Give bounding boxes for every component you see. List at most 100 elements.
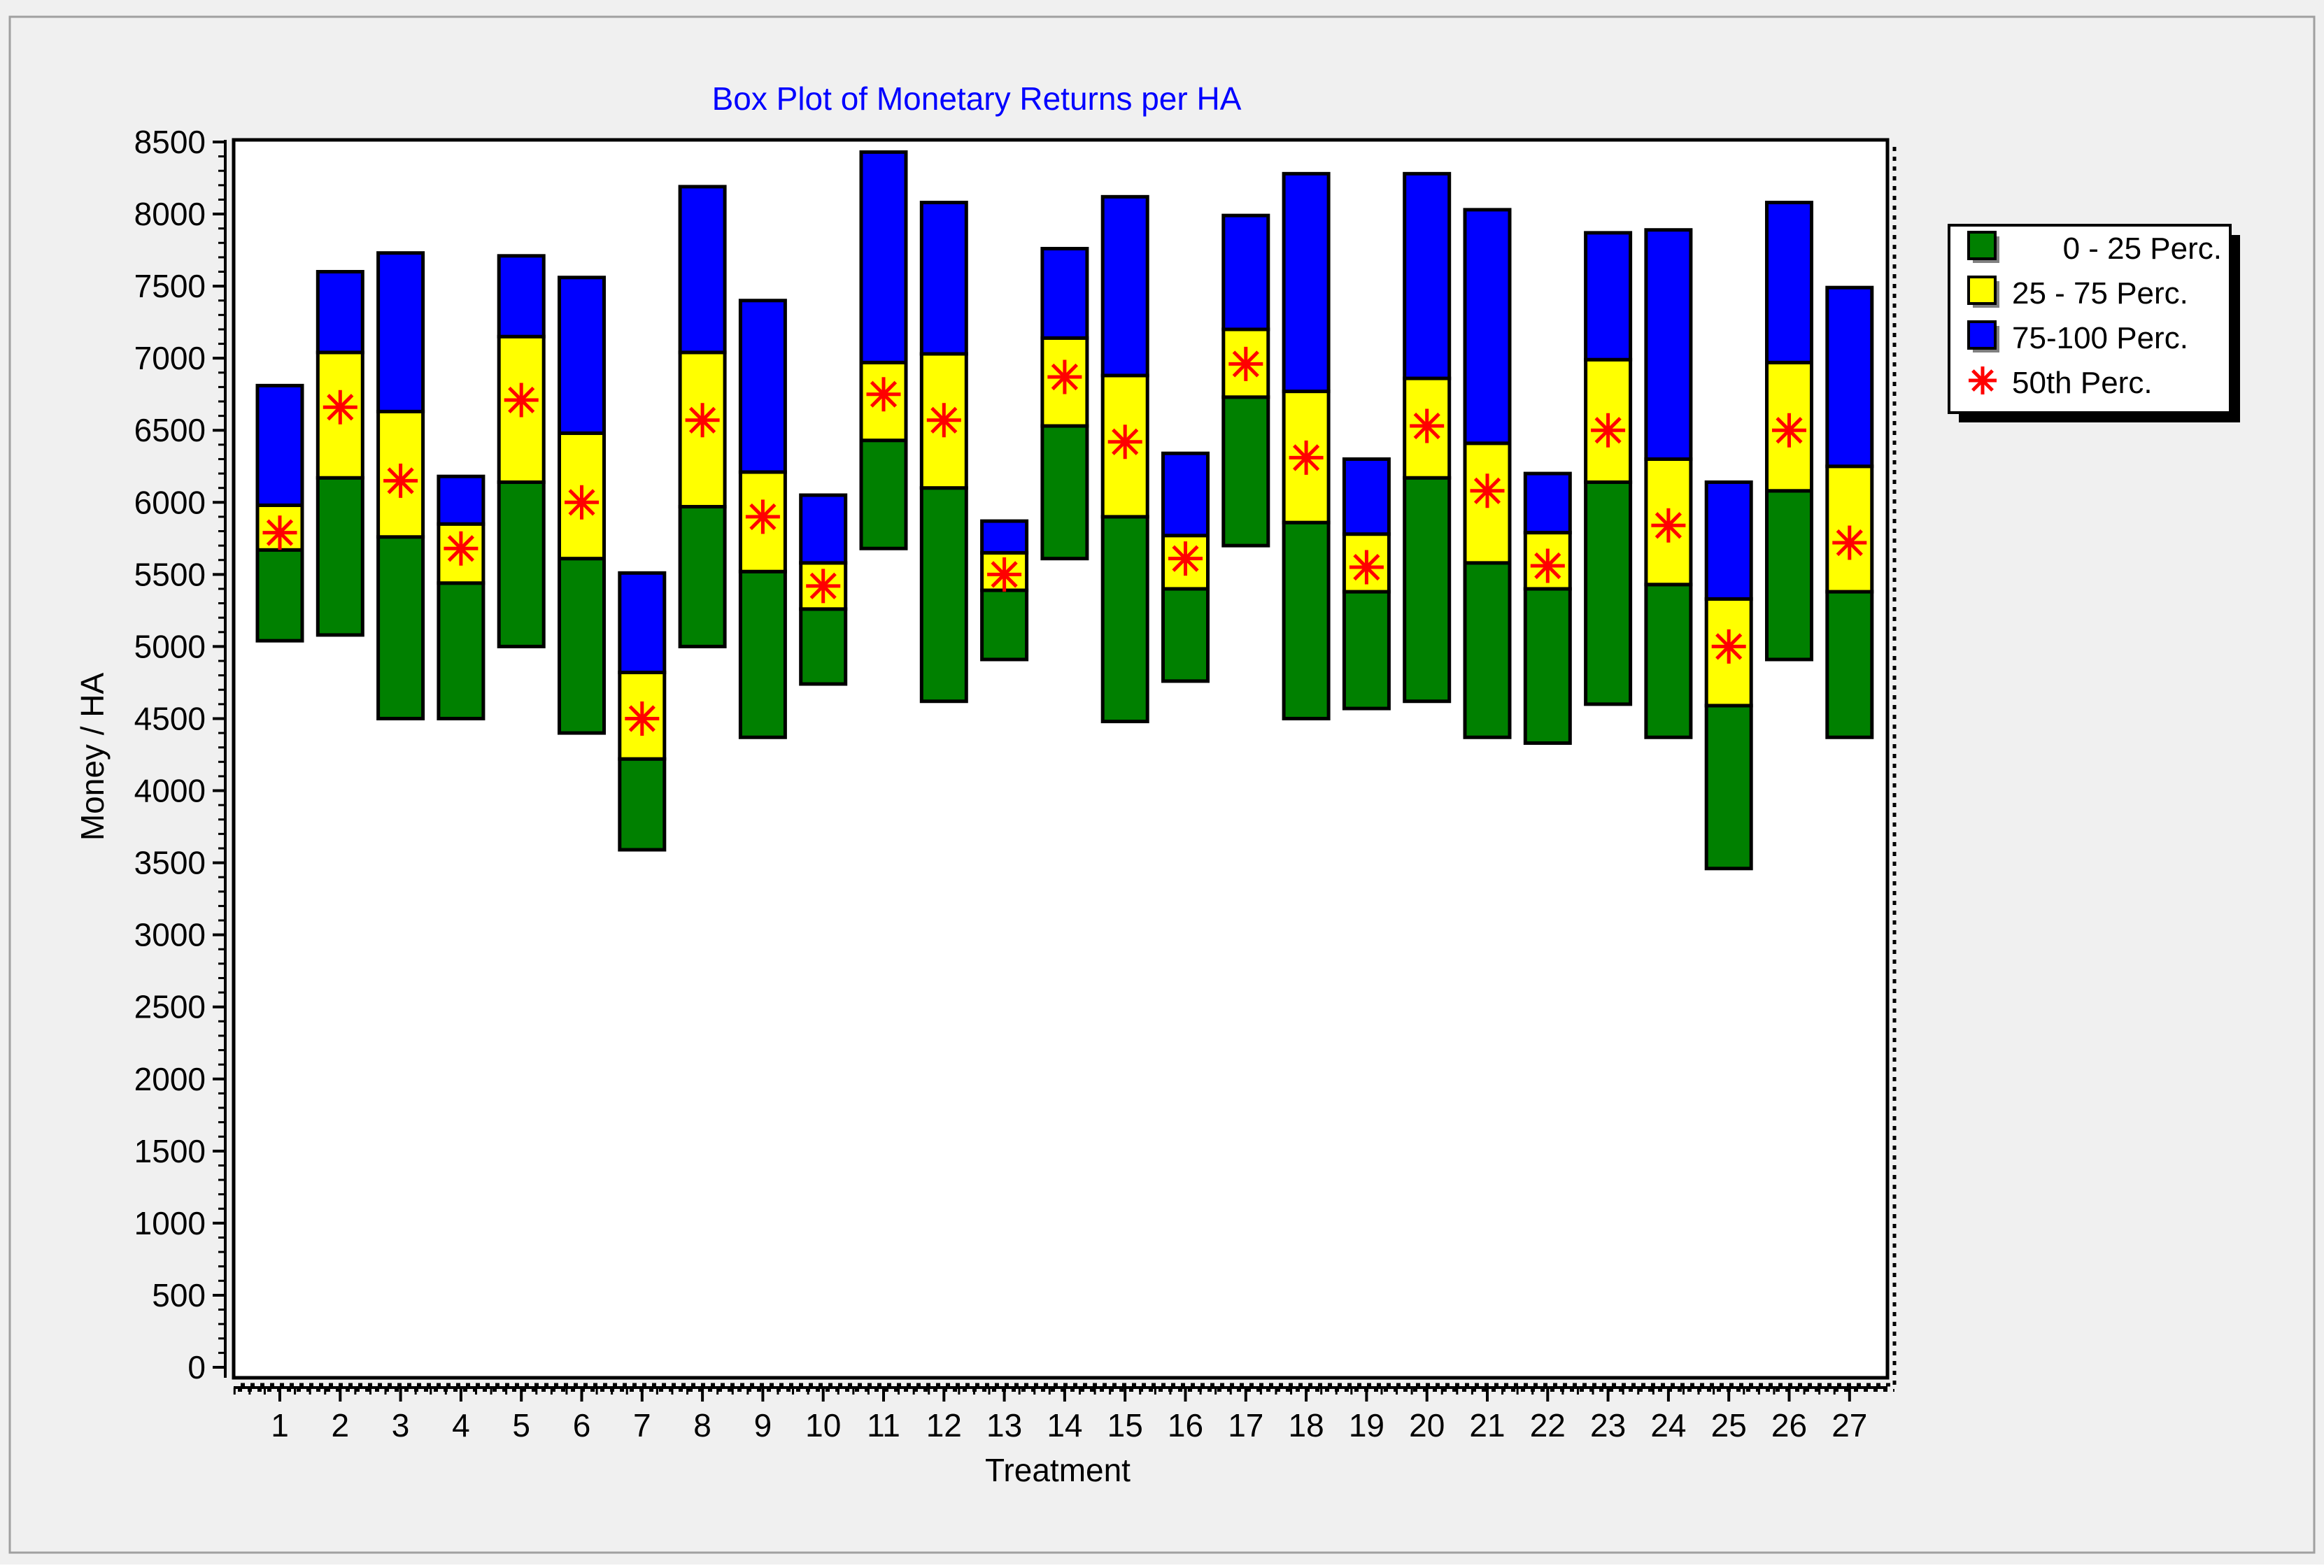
box-segment-0-25	[1523, 587, 1572, 746]
median-marker-stroke	[749, 503, 777, 530]
x-tick-label: 7	[633, 1407, 651, 1444]
x-tick-label: 26	[1771, 1407, 1807, 1444]
legend-label: 50th Perc.	[2012, 366, 2153, 400]
boxes	[255, 150, 1874, 871]
box-segment-0-25	[1040, 424, 1089, 561]
box-segment-75-100	[1403, 171, 1452, 380]
median-marker-stroke	[1776, 417, 1803, 444]
y-tick-label: 5500	[134, 556, 206, 592]
y-axis: 0 500 1000 1500 2000 2500 3000 3500 4000 4500 5000…	[134, 124, 227, 1385]
median-marker-stroke	[991, 561, 1018, 588]
box-segment-0-25	[255, 548, 304, 643]
median-marker	[1711, 629, 1746, 664]
box-treatment-4	[437, 474, 486, 720]
box-segment-25-75	[738, 470, 787, 573]
box-treatment-22	[1523, 471, 1572, 746]
x-tick-label: 16	[1168, 1407, 1203, 1444]
median-marker-stroke	[689, 406, 716, 434]
box-segment-75-100	[316, 270, 364, 355]
box-segment-0-25	[618, 757, 667, 852]
median-marker	[323, 390, 357, 425]
median-marker	[685, 403, 720, 438]
legend-label: 0 - 25 Perc.	[2063, 231, 2222, 266]
box-segment-0-25	[738, 569, 787, 739]
box-treatment-19	[1342, 457, 1391, 711]
x-tick-label: 10	[805, 1407, 841, 1444]
median-marker	[1349, 550, 1384, 585]
legend-swatch-75-100	[1967, 320, 1997, 350]
box-treatment-8	[678, 185, 727, 648]
box-segment-25-75	[618, 671, 667, 761]
x-tick-label: 20	[1409, 1407, 1445, 1444]
median-marker-stroke	[809, 572, 837, 599]
box-treatment-16	[1161, 451, 1210, 683]
median-marker	[1107, 425, 1142, 459]
box-segment-75-100	[376, 251, 425, 413]
box-segment-75-100	[1161, 451, 1210, 538]
y-tick-label: 1000	[134, 1205, 206, 1241]
x-tick-label: 4	[452, 1407, 470, 1444]
box-treatment-20	[1403, 171, 1452, 704]
box-treatment-12	[919, 201, 968, 704]
y-tick-label: 0	[187, 1349, 206, 1385]
box-segment-0-25	[1644, 583, 1693, 739]
median-marker-stroke	[1534, 552, 1561, 580]
box-segment-0-25	[859, 439, 908, 550]
median-marker-stroke	[930, 406, 958, 434]
box-segment-75-100	[738, 299, 787, 474]
legend-swatch-0-25	[1967, 231, 1997, 260]
box-segment-75-100	[859, 150, 908, 364]
legend-label: 25 - 75 Perc.	[2012, 276, 2188, 311]
box-segment-75-100	[1282, 171, 1331, 394]
x-tick-label: 27	[1831, 1407, 1867, 1444]
median-marker-stroke	[1655, 512, 1682, 539]
x-tick-label: 25	[1711, 1407, 1747, 1444]
median-marker-stroke	[1353, 553, 1380, 581]
x-tick-label: 2	[332, 1407, 350, 1444]
median-marker	[625, 701, 660, 736]
box-segment-75-100	[1342, 457, 1391, 536]
legend-median-stroke	[1971, 369, 1994, 392]
median-marker	[504, 383, 539, 418]
x-tick-label: 6	[573, 1407, 591, 1444]
box-segment-75-100	[1584, 231, 1633, 362]
x-axis: 1 2 3 4 5 6 7 8 9 10 11 12 13 14 15 16 17 18 19 20 21 22 23 24 2…	[233, 1386, 1887, 1444]
x-tick-label: 23	[1590, 1407, 1626, 1444]
box-treatment-23	[1584, 231, 1633, 706]
y-tick-label: 3500	[134, 845, 206, 881]
median-marker	[565, 485, 599, 520]
median-marker-stroke	[508, 386, 535, 414]
x-tick-label: 12	[926, 1407, 962, 1444]
median-marker	[926, 403, 961, 438]
box-treatment-9	[738, 299, 787, 739]
box-segment-75-100	[1100, 194, 1149, 378]
x-tick-label: 18	[1289, 1407, 1324, 1444]
box-segment-0-25	[1584, 480, 1633, 706]
legend-swatch-25-75	[1967, 276, 1997, 305]
box-treatment-5	[497, 254, 546, 648]
y-tick-label: 3000	[134, 917, 206, 953]
box-treatment-3	[376, 251, 425, 720]
median-marker	[745, 499, 780, 534]
median-marker	[987, 557, 1022, 592]
median-marker	[1228, 346, 1263, 381]
median-marker-stroke	[870, 380, 898, 408]
box-segment-0-25	[1221, 395, 1270, 548]
box-segment-75-100	[618, 571, 667, 675]
box-segment-0-25	[1765, 489, 1813, 662]
median-marker-stroke	[1473, 477, 1501, 504]
x-tick-label: 24	[1650, 1407, 1686, 1444]
median-marker	[1047, 359, 1082, 394]
y-tick-label: 6000	[134, 484, 206, 520]
box-treatment-24	[1644, 228, 1693, 739]
y-tick-label: 8500	[134, 124, 206, 160]
y-tick-label: 2000	[134, 1061, 206, 1097]
box-segment-0-25	[1100, 515, 1149, 724]
box-segment-0-25	[1704, 704, 1753, 871]
box-segment-0-25	[558, 557, 606, 735]
y-tick-label: 8000	[134, 196, 206, 232]
box-treatment-18	[1282, 171, 1331, 720]
x-tick-label: 5	[512, 1407, 530, 1444]
box-segment-0-25	[1342, 590, 1391, 711]
